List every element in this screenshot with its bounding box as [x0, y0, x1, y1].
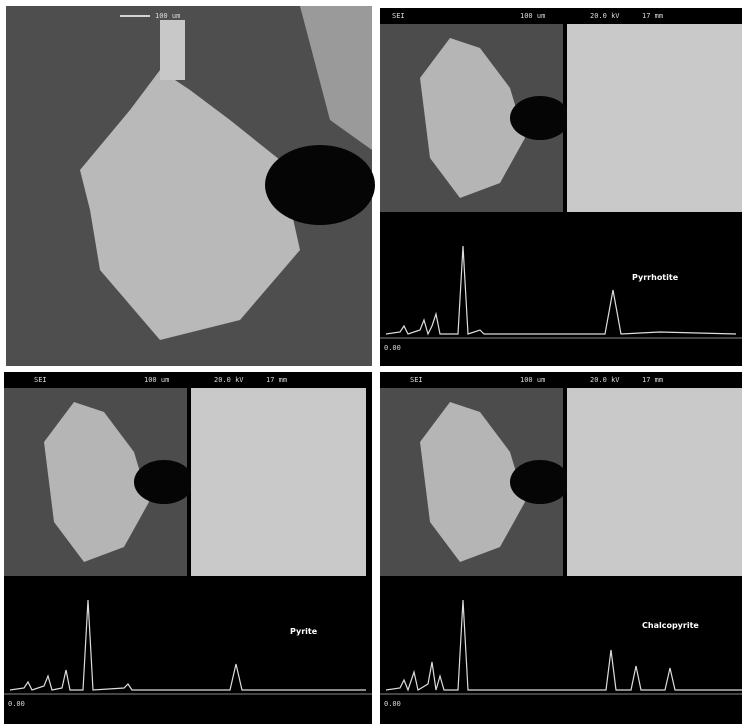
figure: 100 um SEI 100 um 20.0 kV 17 mm Pyrrhoti…: [0, 0, 745, 726]
mineral-label: Pyrrhotite: [632, 273, 679, 282]
header-mode: SEI: [34, 376, 47, 384]
panel: SEI 100 um 20.0 kV 17 mm Pyrrhotite 0.00: [380, 8, 742, 366]
header-distance: 17 mm: [642, 376, 663, 384]
scale-label: 100 um: [155, 12, 180, 20]
mineral-label: Pyrite: [290, 627, 318, 636]
header-distance: 17 mm: [642, 12, 663, 20]
header-scale: 100 um: [144, 376, 169, 384]
axis-start: 0.00: [8, 700, 25, 708]
mineral-label: Chalcopyrite: [642, 621, 699, 630]
header-scale: 100 um: [520, 376, 545, 384]
axis-start: 0.00: [384, 344, 401, 352]
header-scale: 100 um: [520, 12, 545, 20]
panel: SEI 100 um 20.0 kV 17 mm Pyrite 0.00: [4, 372, 372, 724]
header-mode: SEI: [410, 376, 423, 384]
overview-image: 100 um: [6, 6, 375, 366]
axis-start: 0.00: [384, 700, 401, 708]
header-distance: 17 mm: [266, 376, 287, 384]
header-voltage: 20.0 kV: [590, 376, 620, 384]
panel: SEI 100 um 20.0 kV 17 mm Chalcopyrite 0.…: [380, 372, 742, 724]
header-voltage: 20.0 kV: [214, 376, 244, 384]
header-voltage: 20.0 kV: [590, 12, 620, 20]
header-mode: SEI: [392, 12, 405, 20]
